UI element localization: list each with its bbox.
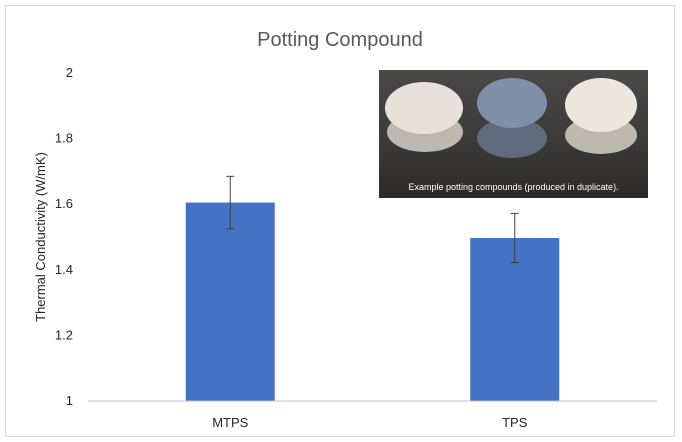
chart-title: Potting Compound [257, 29, 423, 51]
photo-caption: Example potting compounds (produced in d… [408, 182, 619, 192]
bar-tps [470, 237, 560, 401]
y-tick-label: 1 [66, 393, 73, 408]
bars [185, 202, 560, 401]
white-puck-right [565, 78, 637, 132]
y-tick-label: 1.2 [55, 327, 73, 342]
bar-mtps [185, 202, 275, 401]
error-bars [226, 175, 519, 264]
y-tick-label: 1.6 [55, 196, 73, 211]
white-puck-left [385, 82, 463, 134]
x-tick-label: MTPS [212, 415, 248, 430]
y-tick-label: 2 [66, 65, 73, 80]
y-tick-labels: 1 1.2 1.4 1.6 1.8 2 [55, 65, 73, 408]
x-tick-labels: MTPS TPS [212, 415, 528, 430]
x-tick-label: TPS [502, 415, 528, 430]
blue-puck [477, 78, 547, 128]
y-axis-label: Thermal Conductivity (W/mK) [33, 152, 48, 322]
inset-photo: Example potting compounds (produced in d… [379, 70, 648, 198]
y-tick-label: 1.4 [55, 262, 73, 277]
y-tick-label: 1.8 [55, 131, 73, 146]
